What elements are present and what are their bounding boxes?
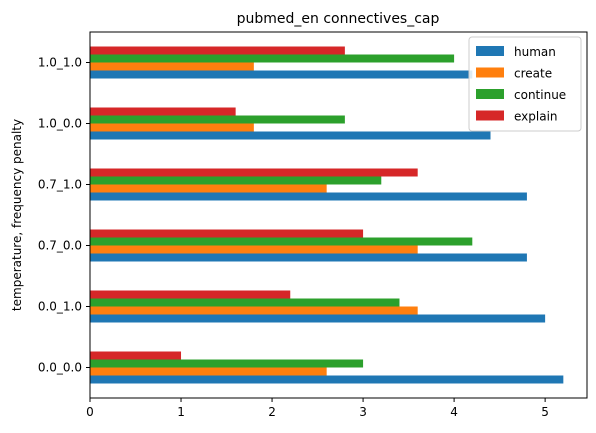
bar-create-0.0_1.0 xyxy=(90,306,418,315)
bar-create-0.7_1.0 xyxy=(90,184,327,193)
plot-frame xyxy=(89,31,588,399)
bar-human-0.7_0.0 xyxy=(90,253,527,262)
bar-explain-1.0_1.0 xyxy=(90,46,345,55)
bar-create-0.0_0.0 xyxy=(90,367,327,376)
bar-create-1.0_0.0 xyxy=(90,123,254,132)
y-tick-label: 0.0_1.0 xyxy=(38,300,82,314)
legend-box xyxy=(468,36,582,132)
bar-continue-1.0_1.0 xyxy=(90,54,455,63)
x-tick-label: 4 xyxy=(450,405,458,419)
legend-swatch-human xyxy=(476,46,504,56)
y-axis-label: temperature, frequency penalty xyxy=(10,119,24,311)
y-tick-label: 0.7_0.0 xyxy=(38,239,82,253)
legend-label-create: create xyxy=(514,67,552,81)
bar-explain-1.0_0.0 xyxy=(90,107,236,116)
bar-continue-0.0_0.0 xyxy=(90,359,364,368)
bar-human-0.0_0.0 xyxy=(90,375,564,384)
bar-continue-1.0_0.0 xyxy=(90,115,345,124)
legend-label-human: human xyxy=(514,45,556,59)
bar-explain-0.0_0.0 xyxy=(90,351,182,360)
x-ticks: 0 1 2 3 4 5 xyxy=(86,398,549,419)
bar-human-1.0_1.0 xyxy=(90,70,473,79)
bar-create-1.0_1.0 xyxy=(90,62,254,71)
y-tick-label: 1.0_0.0 xyxy=(38,117,82,131)
x-tick-label: 5 xyxy=(541,405,549,419)
bar-explain-0.7_1.0 xyxy=(90,168,418,177)
bar-explain-0.7_0.0 xyxy=(90,229,364,238)
y-tick-label: 1.0_1.0 xyxy=(38,56,82,70)
x-tick-label: 0 xyxy=(86,405,94,419)
bars-group xyxy=(90,46,564,384)
legend-label-explain: explain xyxy=(514,110,558,124)
bar-continue-0.0_1.0 xyxy=(90,298,400,307)
bar-continue-0.7_1.0 xyxy=(90,176,382,185)
x-tick-label: 2 xyxy=(268,405,276,419)
bar-explain-0.0_1.0 xyxy=(90,290,291,299)
bar-continue-0.7_0.0 xyxy=(90,237,473,246)
legend-swatch-create xyxy=(476,67,504,78)
bar-human-1.0_0.0 xyxy=(90,131,491,140)
legend-swatch-explain xyxy=(476,110,504,121)
y-tick-label: 0.7_1.0 xyxy=(38,178,82,192)
legend-swatch-continue xyxy=(476,89,504,99)
bar-create-0.7_0.0 xyxy=(90,245,418,254)
legend-label-continue: continue xyxy=(514,88,566,102)
bar-human-0.0_1.0 xyxy=(90,314,546,323)
bar-human-0.7_1.0 xyxy=(90,192,527,201)
y-tick-label: 0.0_0.0 xyxy=(38,361,82,375)
x-tick-label: 3 xyxy=(359,405,367,419)
y-ticks: 0.0_0.0 0.0_1.0 0.7_0.0 0.7_1.0 1.0_0.0 1.0_1… xyxy=(38,56,90,375)
x-tick-label: 1 xyxy=(177,405,185,419)
chart-title: pubmed_en connectives_cap xyxy=(237,11,440,27)
legend: human create continue explain xyxy=(468,36,582,132)
